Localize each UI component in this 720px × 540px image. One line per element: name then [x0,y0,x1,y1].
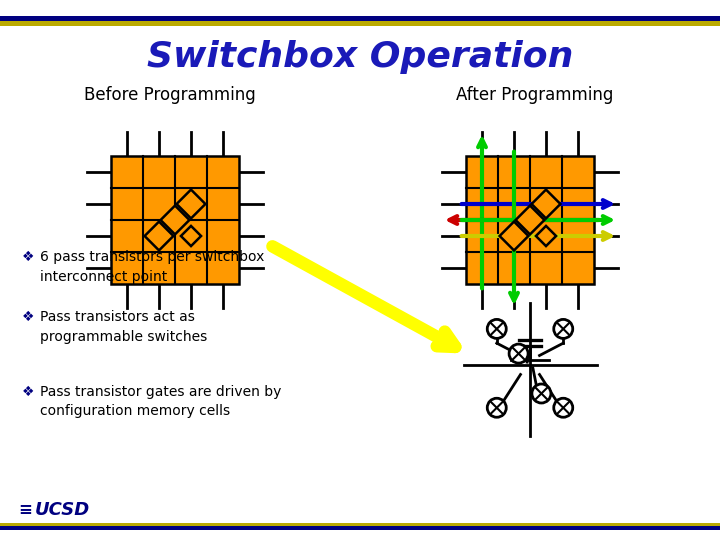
Bar [466,156,594,284]
Polygon shape [500,221,528,251]
Circle shape [554,399,572,417]
Text: 6 pass transistors per switchbox
interconnect point: 6 pass transistors per switchbox interco… [40,250,264,284]
Text: Switchbox Operation: Switchbox Operation [147,40,573,74]
Bar [0,21,720,26]
Bar [111,156,239,284]
Text: UCSD: UCSD [35,501,90,519]
Text: After Programming: After Programming [456,86,613,104]
Text: Pass transistors act as
programmable switches: Pass transistors act as programmable swi… [40,310,207,343]
Circle shape [554,319,572,339]
Text: ❖: ❖ [22,385,35,399]
Circle shape [487,319,506,339]
Polygon shape [176,190,205,218]
Text: Pass transistor gates are driven by
configuration memory cells: Pass transistor gates are driven by conf… [40,385,282,418]
Circle shape [509,344,528,363]
Circle shape [487,399,506,417]
Polygon shape [161,206,189,234]
Circle shape [532,384,551,403]
Polygon shape [516,206,544,234]
Text: ❖: ❖ [22,250,35,264]
Text: ❖: ❖ [22,310,35,324]
Bar [0,16,720,21]
Polygon shape [181,226,201,246]
Text: ≡: ≡ [18,501,32,519]
Polygon shape [531,190,560,218]
Polygon shape [536,226,556,246]
Text: Before Programming: Before Programming [84,86,256,104]
Bar [0,526,720,530]
Polygon shape [145,221,174,251]
Bar [0,523,720,526]
